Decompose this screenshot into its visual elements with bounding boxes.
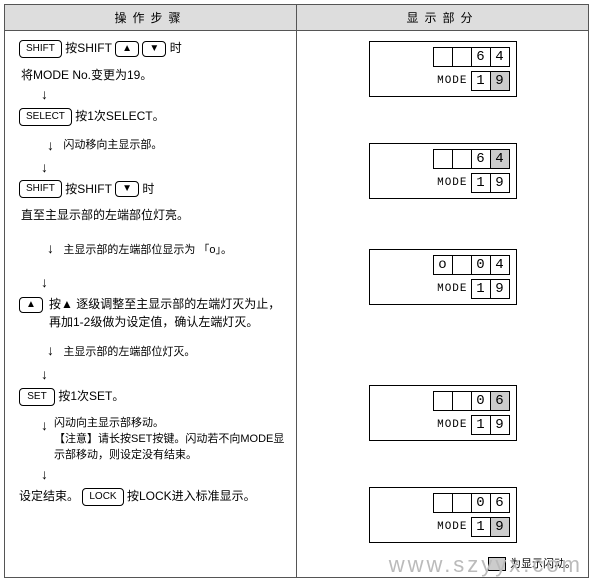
step-2: SELECT 按1次SELECT。 ↓ 闪动移向主显示部。 ↓ (19, 107, 286, 174)
s5-line1: 按1次SET。 (58, 389, 124, 403)
seg-cell: 9 (490, 517, 510, 537)
s3-note: 主显示部的左端部位显示为 「o」。 (63, 241, 232, 257)
display-d1: 64 MODE 19 (369, 41, 517, 97)
s3-post: 时 (142, 182, 154, 196)
arrow-down-icon: ↓ (41, 418, 48, 432)
header-right: 显示部分 (297, 5, 589, 31)
step-3: SHIFT 按SHIFT 时 直至主显示部的左端部位灯亮。 ↓ 主显示部的左端部… (19, 180, 286, 290)
step-6: 设定结束。 LOCK 按LOCK进入标准显示。 (19, 487, 286, 506)
seg-cell (452, 47, 472, 67)
arrow-down-icon: ↓ (41, 467, 286, 481)
seg-cell: 4 (490, 47, 510, 67)
seg-cell: 1 (471, 173, 491, 193)
arrow-down-icon: ↓ (41, 87, 286, 101)
seg-cell: 4 (490, 149, 510, 169)
instruction-table: 操作步骤 显示部分 SHIFT 按SHIFT 时 将MODE No.变更为19。… (4, 4, 589, 578)
display-d4: 06 MODE 19 (369, 385, 517, 441)
seg-cell: 0 (471, 391, 491, 411)
lock-button[interactable]: LOCK (82, 488, 123, 506)
seg-cell: 4 (490, 255, 510, 275)
s6-pre: 设定结束。 (19, 489, 79, 503)
seg-cell: 6 (471, 47, 491, 67)
s1-mid: 按SHIFT (65, 41, 111, 55)
s4-note: 主显示部的左端部位灯灭。 (63, 343, 195, 359)
seg-cell: 1 (471, 279, 491, 299)
display-d5: 06 MODE 19 (369, 487, 517, 543)
down-button[interactable] (115, 181, 139, 197)
seg-cell (452, 149, 472, 169)
seg-cell (452, 391, 472, 411)
display-area: 64MODE1964MODE19o04MODE1906MODE1906MODE1… (305, 41, 580, 543)
seg-cell (452, 493, 472, 513)
arrow-down-icon: ↓ (41, 367, 286, 381)
step-4: 按▲ 逐级调整至主显示部的左端灯灭为止，再加1-2级做为设定值，确认左端灯灭。 … (19, 295, 286, 381)
s4-line1: 按▲ 逐级调整至主显示部的左端灯灭为止，再加1-2级做为设定值，确认左端灯灭。 (49, 295, 286, 331)
seg-cell (433, 493, 453, 513)
set-button[interactable]: SET (19, 388, 55, 406)
display-d2: 64 MODE 19 (369, 143, 517, 199)
s2-line1: 按1次SELECT。 (75, 109, 164, 123)
seg-cell: 6 (490, 391, 510, 411)
s1-line2: 将MODE No.变更为19。 (21, 66, 286, 83)
s3-pre: 按SHIFT (65, 182, 111, 196)
s3-line2: 直至主显示部的左端部位灯亮。 (21, 206, 286, 223)
mode-label: MODE (437, 283, 467, 295)
display-d3: o04 MODE 19 (369, 249, 517, 305)
seg-cell: 6 (471, 149, 491, 169)
shift-button[interactable]: SHIFT (19, 40, 62, 58)
seg-cell: 0 (471, 255, 491, 275)
seg-cell: 6 (490, 493, 510, 513)
mode-label: MODE (437, 419, 467, 431)
seg-cell (433, 149, 453, 169)
arrow-down-icon: ↓ (47, 241, 54, 255)
seg-cell: 1 (471, 517, 491, 537)
up-button[interactable] (19, 297, 43, 313)
arrow-down-icon: ↓ (47, 138, 54, 152)
seg-cell: 9 (490, 71, 510, 91)
seg-cell: 9 (490, 173, 510, 193)
arrow-down-icon: ↓ (47, 343, 54, 357)
s5-note1: 闪动向主显示部移动。 (54, 414, 286, 430)
legend-swatch (488, 557, 506, 571)
seg-cell: 9 (490, 279, 510, 299)
mode-label: MODE (437, 75, 467, 87)
seg-cell (452, 255, 472, 275)
arrow-down-icon: ↓ (41, 275, 286, 289)
mode-label: MODE (437, 177, 467, 189)
seg-cell (433, 47, 453, 67)
seg-cell: 0 (471, 493, 491, 513)
s5-note2: 【注意】请长按SET按键。闪动若不向MODE显示部移动，则设定没有结束。 (54, 432, 286, 463)
s6-post: 按LOCK进入标准显示。 (127, 489, 256, 503)
arrow-down-icon: ↓ (41, 160, 286, 174)
seg-cell: o (433, 255, 453, 275)
step-5: SET 按1次SET。 ↓ 闪动向主显示部移动。 【注意】请长按SET按键。闪动… (19, 387, 286, 481)
seg-cell: 1 (471, 71, 491, 91)
seg-cell: 9 (490, 415, 510, 435)
legend-text: 为显示闪动。 (510, 558, 576, 570)
step-1: SHIFT 按SHIFT 时 将MODE No.变更为19。 ↓ (19, 39, 286, 101)
select-button[interactable]: SELECT (19, 108, 72, 126)
s2-note: 闪动移向主显示部。 (63, 136, 162, 152)
seg-cell: 1 (471, 415, 491, 435)
header-left: 操作步骤 (5, 5, 297, 31)
s1-post: 时 (170, 41, 182, 55)
legend: 为显示闪动。 (305, 555, 580, 571)
up-button[interactable] (115, 41, 139, 57)
mode-label: MODE (437, 521, 467, 533)
down-button[interactable] (142, 41, 166, 57)
shift-button[interactable]: SHIFT (19, 180, 62, 198)
seg-cell (433, 391, 453, 411)
